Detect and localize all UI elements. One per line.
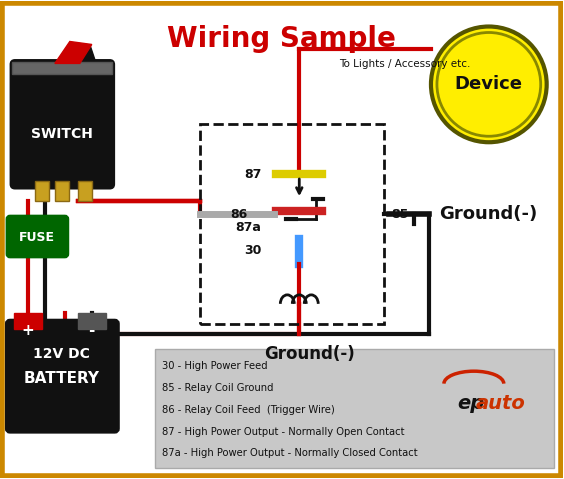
Text: BATTERY: BATTERY [24,371,100,386]
Bar [35,181,49,201]
Text: Ground(-): Ground(-) [264,345,355,363]
Text: 86: 86 [230,207,248,220]
Circle shape [437,33,541,136]
Bar [155,349,554,468]
Text: To Lights / Accessory etc.: To Lights / Accessory etc. [339,59,470,69]
Text: 87: 87 [244,168,261,181]
Bar [12,62,112,74]
Polygon shape [55,42,92,63]
Bar [78,181,92,201]
Text: -: - [89,323,95,338]
Text: 12V DC: 12V DC [33,347,90,361]
Text: 87a: 87a [236,220,261,234]
Text: SWITCH: SWITCH [31,127,93,141]
Bar [14,313,42,329]
Text: 85: 85 [391,207,408,220]
Text: 85 - Relay Coil Ground: 85 - Relay Coil Ground [162,383,273,393]
Text: 30: 30 [244,244,261,258]
Text: ep: ep [457,394,484,413]
Text: auto: auto [476,394,526,413]
Text: +: + [21,323,34,338]
Text: Wiring Sample: Wiring Sample [167,24,396,53]
Text: FUSE: FUSE [19,230,55,243]
Bar [200,124,384,324]
Text: 30 - High Power Feed: 30 - High Power Feed [162,361,267,371]
FancyBboxPatch shape [11,60,114,188]
Text: Ground(-): Ground(-) [439,205,537,223]
Text: 86 - Relay Coil Feed  (Trigger Wire): 86 - Relay Coil Feed (Trigger Wire) [162,405,334,415]
Text: 87a - High Power Output - Normally Closed Contact: 87a - High Power Output - Normally Close… [162,448,417,458]
Text: 87 - High Power Output - Normally Open Contact: 87 - High Power Output - Normally Open C… [162,426,404,436]
Bar [55,181,69,201]
FancyBboxPatch shape [7,216,68,257]
Bar [78,313,105,329]
FancyBboxPatch shape [7,321,118,432]
Circle shape [431,26,547,142]
Polygon shape [25,45,105,90]
Text: Device: Device [455,75,523,93]
